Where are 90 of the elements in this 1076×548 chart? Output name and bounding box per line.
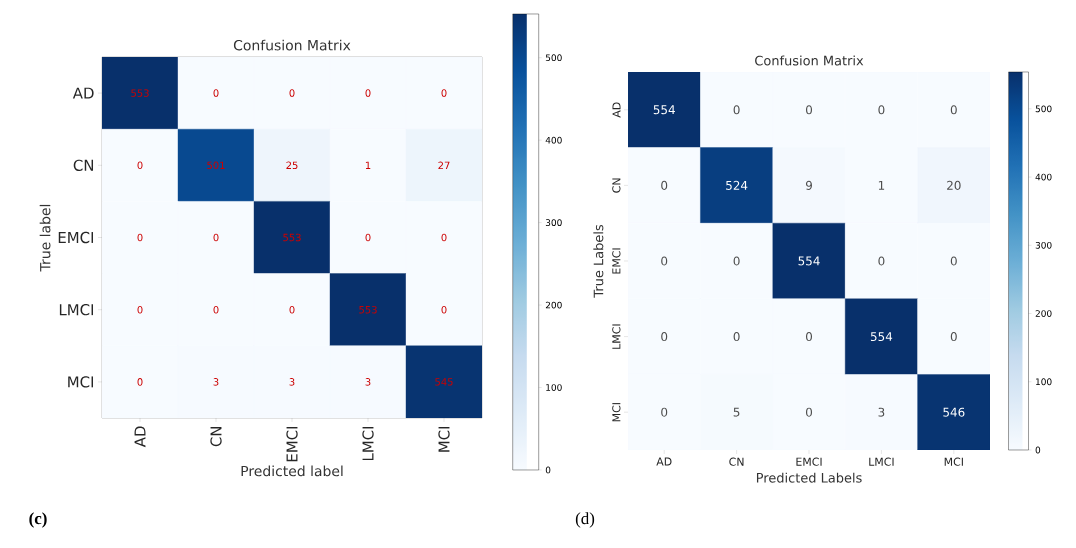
data-label: 554 (870, 332, 893, 342)
x-tick-label: LMCI (869, 457, 894, 466)
y-axis-title: True Labels (593, 224, 604, 298)
y-tick-label: EMCI (58, 231, 94, 244)
data-label: 554 (653, 105, 675, 115)
x-axis-title: Predicted Labels (756, 472, 862, 483)
data-label: 0 (365, 89, 371, 97)
data-label: 0 (365, 233, 371, 242)
y-tick-label: CN (73, 159, 94, 171)
data-label: 1 (365, 161, 371, 169)
data-label: 0 (137, 378, 143, 386)
data-label: 545 (435, 378, 453, 386)
data-label: 1 (878, 181, 885, 190)
color-bar-label: 200 (1035, 310, 1052, 317)
data-label: 0 (137, 161, 143, 170)
data-label: 0 (661, 332, 668, 342)
color-bar-label: 300 (545, 219, 562, 226)
color-bar-label: 500 (1035, 105, 1052, 113)
y-tick-label: MCI (612, 403, 621, 422)
data-label: 554 (798, 256, 820, 266)
data-label: 5 (733, 407, 740, 417)
data-label: 0 (805, 332, 813, 342)
data-label: 3 (289, 378, 295, 386)
data-label: 0 (661, 256, 668, 266)
data-label: 0 (441, 89, 447, 97)
data-label: 3 (365, 378, 371, 386)
color-bar-label: 0 (545, 466, 551, 474)
data-label: 3 (213, 378, 219, 386)
data-label: 0 (137, 233, 143, 242)
color-bar-label: 100 (546, 384, 562, 391)
data-label: 20 (947, 180, 961, 190)
x-axis-title: Predicted label (241, 465, 343, 477)
data-label: 0 (441, 305, 447, 314)
data-label: 0 (661, 180, 668, 190)
color-bar-label: 300 (1035, 241, 1052, 249)
data-label: 501 (207, 161, 225, 170)
data-label: 0 (950, 105, 957, 115)
data-label: 0 (213, 233, 219, 242)
data-label: 9 (805, 180, 812, 190)
x-tick-label: MCI (944, 457, 963, 466)
data-label: 25 (286, 161, 298, 170)
data-label: 27 (438, 161, 450, 169)
data-label: 553 (131, 89, 149, 97)
data-label: 0 (733, 256, 740, 266)
data-label: 0 (950, 256, 957, 266)
data-label: 553 (359, 305, 377, 314)
data-label: 0 (661, 407, 668, 417)
chart-title: Confusion Matrix (233, 39, 351, 51)
y-tick-label: LMCI (59, 304, 94, 316)
x-tick-label: LMCI (362, 426, 374, 461)
data-label: 546 (943, 407, 965, 417)
x-tick-label: EMCI (286, 426, 298, 462)
data-label: 0 (878, 105, 885, 115)
y-tick-label: AD (72, 87, 94, 99)
data-label: 0 (805, 105, 813, 115)
data-label: 0 (950, 332, 957, 342)
data-label: 3 (878, 407, 885, 417)
data-label: 0 (289, 89, 295, 97)
y-tick-label: AD (612, 102, 621, 118)
data-label: 0 (733, 105, 740, 115)
data-label: 524 (726, 180, 748, 190)
x-tick-label: MCI (438, 426, 450, 452)
x-tick-label: CN (210, 426, 222, 447)
data-label: 0 (213, 305, 219, 314)
color-bar-label: 0 (1035, 446, 1041, 454)
x-tick-label: EMCI (796, 457, 822, 466)
x-tick-label: AD (134, 426, 146, 448)
data-label: 0 (733, 332, 740, 342)
chart-title: Confusion Matrix (755, 55, 864, 66)
color-bar-label: 400 (1035, 173, 1052, 181)
data-label: 0 (213, 89, 219, 97)
text: (d) (575, 512, 595, 528)
y-tick-label: MCI (68, 376, 94, 388)
data-label: 0 (878, 256, 885, 266)
text: (c) (29, 512, 47, 528)
color-bar-label: 400 (545, 136, 562, 144)
data-label: 0 (441, 233, 447, 242)
data-label: 0 (289, 305, 295, 314)
data-label: 553 (283, 233, 301, 242)
y-tick-label: EMCI (612, 248, 621, 274)
data-label: 0 (805, 407, 813, 417)
data-label: 0 (137, 305, 143, 314)
color-bar-label: 500 (545, 54, 562, 62)
y-axis-title: True label (39, 204, 51, 272)
x-tick-label: AD (656, 457, 672, 466)
color-bar-label: 100 (1036, 378, 1052, 386)
y-tick-label: CN (612, 178, 621, 193)
x-tick-label: CN (729, 457, 744, 466)
color-bar-label: 200 (545, 301, 562, 309)
y-tick-label: LMCI (612, 324, 621, 349)
